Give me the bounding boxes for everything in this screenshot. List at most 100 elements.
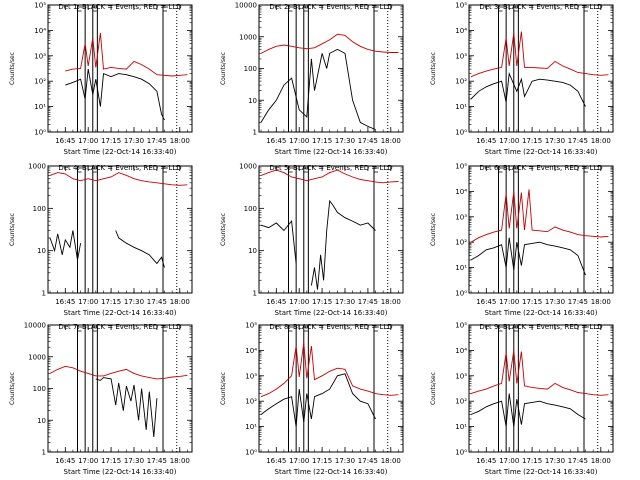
series-events-line (260, 48, 376, 130)
marker-flag (77, 167, 83, 173)
x-tick-label: 17:00 (499, 137, 519, 145)
x-tick-label: 18:00 (381, 457, 401, 465)
marker-flag (303, 6, 309, 12)
x-tick-label: 17:00 (289, 457, 309, 465)
y-tick-label: 10³ (455, 52, 467, 60)
y-tick-label: 10¹ (455, 264, 467, 272)
series-lld-line (260, 342, 399, 398)
marker-flag (303, 326, 309, 332)
x-axis-label: Start Time (22-Oct-14 16:33:40) (64, 148, 177, 156)
y-tick-label: 10 (37, 417, 46, 425)
y-tick-label: 10⁵ (455, 322, 467, 330)
chart-panel-2: Det 2: BLACK = Events, RED = LLD Counts/s… (220, 2, 404, 156)
y-tick-label: 10 (248, 97, 257, 105)
chart-title: Det 4: BLACK = Events, RED = LLD (58, 164, 181, 172)
x-tick-label: 17:45 (568, 137, 588, 145)
x-axis-label: Start Time (22-Oct-14 16:33:40) (64, 309, 177, 317)
x-tick-label: 17:00 (78, 457, 98, 465)
chart-title: Det 1: BLACK = Events, RED = LLD (58, 3, 181, 11)
chart-panel-3: Det 3: BLACK = Events, RED = LLD Counts/s… (430, 2, 614, 156)
chart-panel-7: Det 7: BLACK = Events, RED = LLD Counts/s… (9, 322, 193, 476)
y-tick-label: 10000 (24, 322, 46, 330)
chart-panel-4: Det 4: BLACK = Events, RED = LLD Counts/s… (9, 163, 193, 317)
series-events-line (470, 237, 586, 276)
y-tick-label: 10² (455, 239, 467, 247)
x-tick-label: 17:30 (335, 457, 355, 465)
x-tick-label: 16:45 (476, 457, 496, 465)
y-tick-label: 1 (253, 129, 257, 137)
chart-panel-5: Det 5: BLACK = Events, RED = LLD Counts/s… (220, 163, 404, 317)
x-tick-label: 18:00 (170, 298, 190, 306)
y-tick-label: 10⁵ (455, 163, 467, 171)
series-lld-line (470, 31, 609, 78)
y-tick-label: 1000 (239, 33, 257, 41)
marker-flag (373, 6, 379, 12)
plot-frame (258, 4, 404, 133)
series-lld-line (470, 350, 609, 396)
marker-flag (162, 6, 168, 12)
series-lld-line (470, 189, 609, 243)
x-tick-label: 17:45 (147, 137, 167, 145)
y-tick-label: 10⁵ (455, 2, 467, 10)
x-tick-label: 17:30 (545, 457, 565, 465)
x-axis-label: Start Time (22-Oct-14 16:33:40) (485, 148, 598, 156)
series-events-line (115, 230, 165, 268)
x-tick-label: 17:30 (545, 298, 565, 306)
plot-frame (258, 324, 404, 453)
x-tick-label: 18:00 (170, 457, 190, 465)
y-tick-label: 10⁰ (455, 129, 467, 137)
y-tick-label: 1 (253, 290, 257, 298)
series-events-line (65, 69, 165, 121)
x-tick-label: 17:45 (147, 457, 167, 465)
marker-flag (498, 326, 504, 332)
series-lld-line (260, 33, 399, 54)
marker-flag (583, 326, 589, 332)
marker-flag (162, 326, 168, 332)
y-tick-label: 10⁴ (455, 347, 467, 355)
plot-frame (468, 324, 614, 453)
marker-flag (513, 167, 519, 173)
x-tick-label: 17:15 (312, 298, 332, 306)
x-axis-label: Start Time (22-Oct-14 16:33:40) (485, 309, 598, 317)
x-tick-label: 18:00 (170, 137, 190, 145)
y-tick-label: 10 (248, 247, 257, 255)
marker-flag (92, 6, 98, 12)
x-tick-label: 17:45 (147, 298, 167, 306)
x-tick-label: 16:45 (55, 457, 75, 465)
marker-flag (373, 167, 379, 173)
y-tick-label: 10¹ (34, 103, 46, 111)
x-tick-label: 17:30 (335, 137, 355, 145)
chart-title: Det 7: BLACK = Events, RED = LLD (58, 323, 181, 331)
x-axis-label: Start Time (22-Oct-14 16:33:40) (275, 148, 388, 156)
y-tick-label: 1000 (28, 353, 46, 361)
x-tick-label: 17:00 (78, 137, 98, 145)
chart-panel-1: Det 1: BLACK = Events, RED = LLD Counts/s… (9, 2, 193, 156)
x-tick-label: 17:15 (312, 457, 332, 465)
x-tick-label: 16:45 (476, 137, 496, 145)
x-tick-label: 17:15 (522, 457, 542, 465)
series-events-line (470, 393, 586, 427)
x-tick-label: 18:00 (381, 137, 401, 145)
x-tick-label: 17:30 (335, 298, 355, 306)
x-tick-label: 16:45 (266, 137, 286, 145)
x-tick-label: 17:15 (522, 298, 542, 306)
series-events-line (310, 199, 376, 290)
x-tick-label: 17:30 (124, 457, 144, 465)
plot-frame (47, 4, 193, 133)
marker-flag (77, 326, 83, 332)
y-tick-label: 1000 (239, 163, 257, 171)
x-tick-label: 17:15 (101, 137, 121, 145)
series-lld-line (260, 169, 399, 184)
chart-panel-9: Det 9: BLACK = Events, RED = LLD Counts/s… (430, 322, 614, 476)
x-tick-label: 17:45 (568, 298, 588, 306)
x-tick-label: 17:00 (499, 457, 519, 465)
chart-title: Det 5: BLACK = Events, RED = LLD (269, 164, 392, 172)
x-tick-label: 17:45 (568, 457, 588, 465)
y-axis-label: Counts/sec (220, 52, 227, 85)
plot-frame (47, 165, 193, 294)
y-tick-label: 10³ (245, 372, 257, 380)
y-tick-label: 10¹ (455, 103, 467, 111)
y-axis-label: Counts/sec (430, 372, 437, 405)
y-tick-label: 10 (37, 247, 46, 255)
x-tick-label: 17:45 (358, 298, 378, 306)
